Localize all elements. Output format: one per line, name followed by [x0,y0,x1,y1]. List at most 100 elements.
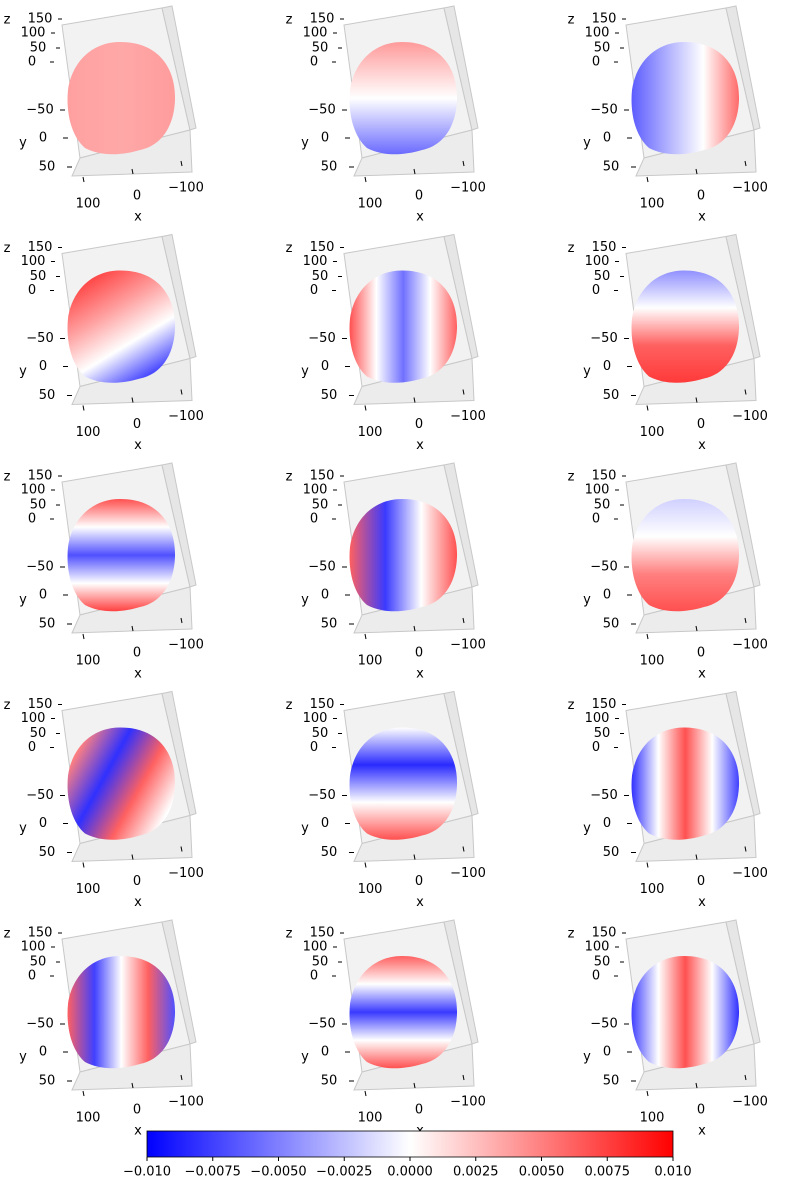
y-tick-label: 0 [603,816,611,831]
y-axis-label: y [301,1050,309,1065]
y-tick-label: 0 [603,131,611,146]
x-tick-label: 0 [133,646,141,661]
x-tick [646,1090,649,1097]
x-tick-label: 0 [415,189,423,204]
z-tick-label: 50 [594,498,611,513]
x-tick [180,846,183,852]
colorbar-tick-label: 0.010 [654,1165,691,1180]
z-tick-label: 50 [312,726,329,741]
head-surface [631,956,740,1069]
z-axis-label: z [286,470,293,485]
y-tick-label: −50 [26,103,53,118]
y-axis-label: y [583,1050,591,1065]
z-tick-label: 0 [310,740,318,755]
head-surface [631,727,740,840]
z-tick-label: 50 [594,41,611,56]
z-tick-label: 50 [594,269,611,284]
z-tick-label: 150 [310,926,335,941]
x-tick-label: 100 [76,882,101,897]
z-tick-label: 100 [303,254,328,269]
x-tick-label: 100 [640,1111,665,1126]
x-tick [364,405,367,411]
x-tick [82,862,85,868]
z-tick-label: 100 [21,254,46,269]
y-axis-label: y [583,821,591,836]
y-axis-label: y [583,136,591,151]
x-tick [131,625,134,632]
side-pane [443,462,479,588]
side-pane [161,233,197,360]
z-tick-label: 150 [592,12,617,27]
x-tick-label: 100 [358,654,383,669]
x-axis-label: x [698,895,706,910]
y-tick-label: 0 [321,1045,329,1060]
y-axis-label: y [19,1050,27,1065]
x-tick-label: 100 [76,425,101,440]
z-tick-label: 0 [592,969,600,984]
x-tick [462,160,465,167]
x-tick-label: 0 [415,417,423,432]
y-tick-label: 0 [321,359,329,374]
x-tick [131,854,134,860]
z-tick-label: 100 [21,711,46,726]
z-tick-label: 100 [585,483,610,498]
y-tick-label: −50 [26,788,53,803]
z-tick-label: 100 [21,26,46,41]
x-axis-label: x [134,1124,142,1139]
x-tick [744,1074,747,1081]
y-tick-label: 50 [603,617,620,632]
x-tick-label: 100 [76,1111,101,1126]
colorbar-tick-label: −0.0050 [250,1165,306,1180]
x-tick-label: −100 [450,409,486,424]
y-tick-label: −50 [590,103,617,118]
z-tick-label: 50 [30,41,47,56]
head-surface [631,270,740,383]
x-tick [462,389,465,395]
y-tick-label: −50 [26,331,53,346]
x-axis-label: x [134,895,142,910]
z-axis-label: z [286,927,293,942]
z-tick-label: 150 [592,240,617,255]
z-tick-label: 100 [585,26,610,41]
y-tick-label: 50 [39,160,56,175]
z-tick-label: 50 [594,726,611,741]
z-tick-label: 50 [312,498,329,513]
y-axis-label: y [301,593,309,608]
x-tick [82,1090,85,1097]
x-tick-label: 0 [697,874,705,889]
z-tick-label: 0 [310,55,318,70]
head-surface [67,727,176,840]
y-axis-label: y [583,593,591,608]
x-tick-label: −100 [168,181,204,196]
z-tick-label: 100 [303,711,328,726]
side-pane [725,690,761,817]
side-pane [443,690,479,817]
x-tick [695,168,698,175]
side-pane [443,5,479,131]
y-tick-label: 50 [321,845,338,860]
x-tick-label: 0 [697,646,705,661]
z-tick-label: 50 [30,498,47,513]
z-tick-label: 50 [30,955,47,970]
z-tick-label: 100 [303,940,328,955]
y-tick-label: 50 [603,388,620,403]
z-tick-label: 150 [592,926,617,941]
x-tick-label: −100 [732,638,768,653]
x-tick [646,862,649,868]
z-tick-label: 50 [312,41,329,56]
z-tick-label: 100 [21,940,46,955]
y-tick-label: 50 [39,388,56,403]
y-tick-label: 0 [39,588,47,603]
x-tick-label: −100 [450,638,486,653]
z-axis-label: z [568,698,575,713]
x-axis-label: x [416,895,424,910]
z-axis-label: z [286,241,293,256]
side-pane [443,919,479,1045]
x-tick-label: 0 [415,874,423,889]
x-tick [413,854,416,860]
x-axis-label: x [698,210,706,225]
